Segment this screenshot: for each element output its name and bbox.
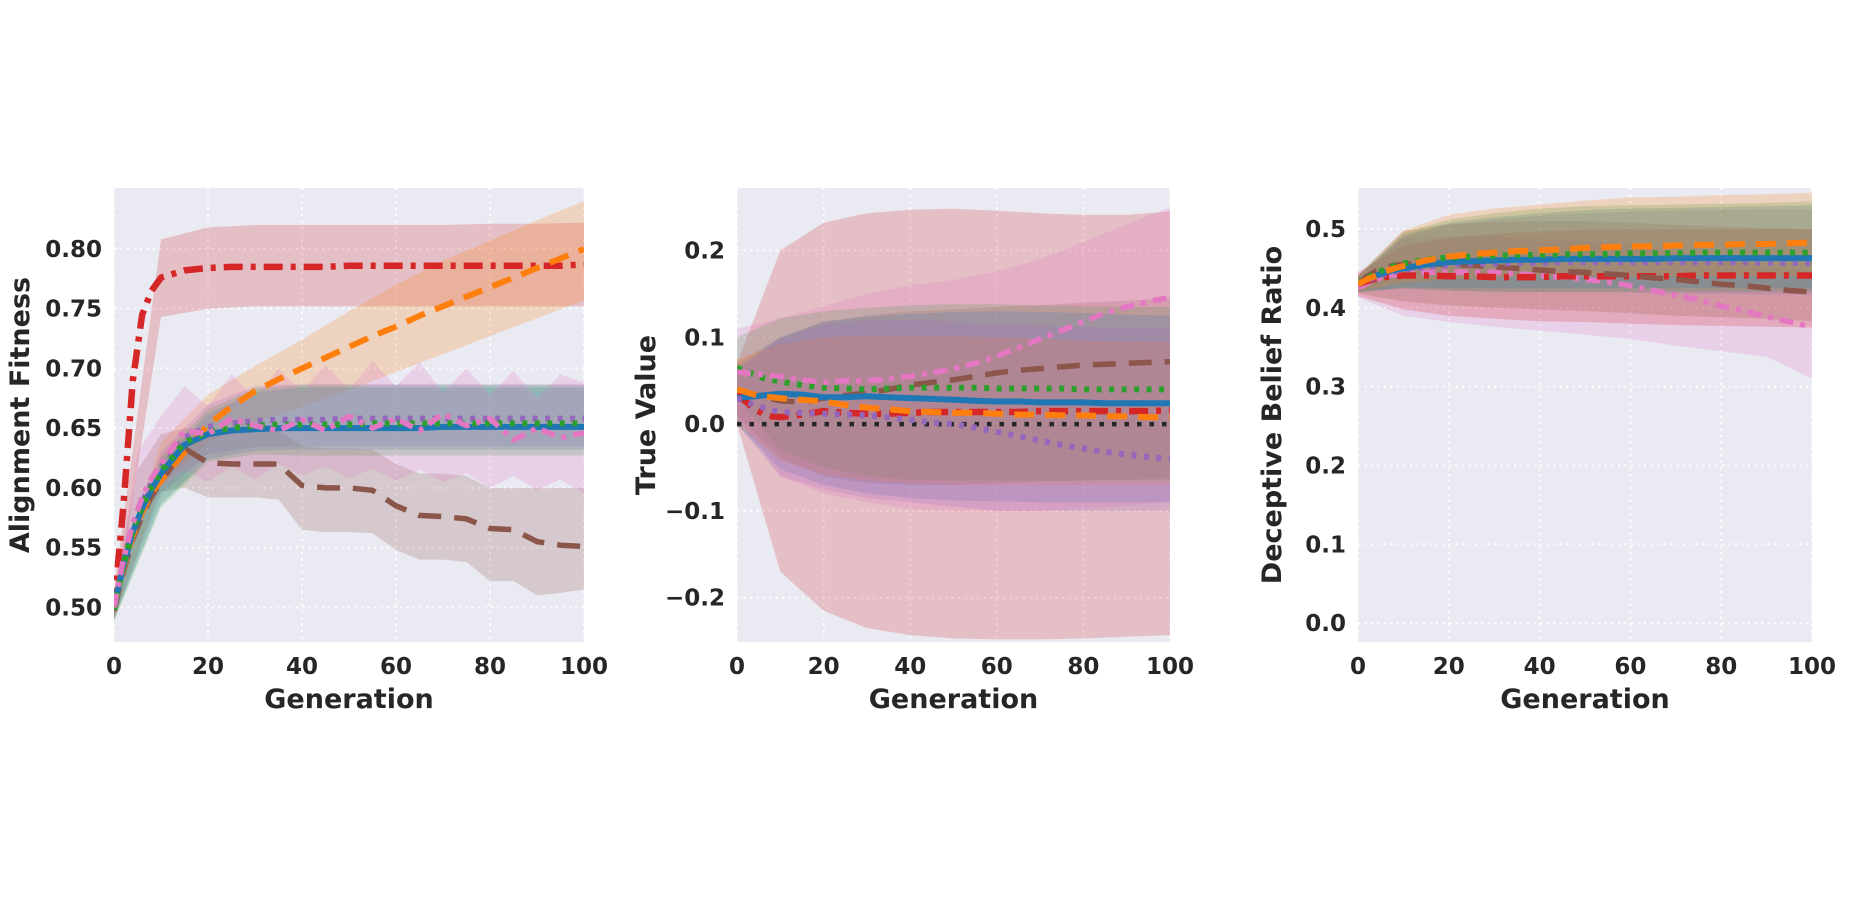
lines bbox=[114, 246, 584, 612]
ytick-label: 0.60 bbox=[45, 476, 102, 502]
xtick-label: 60 bbox=[1614, 654, 1646, 680]
xtick-label: 0 bbox=[106, 654, 122, 680]
xtick-label: 20 bbox=[192, 654, 224, 680]
ytick-label: 0.50 bbox=[45, 595, 102, 621]
band-blue-solid bbox=[737, 311, 1170, 503]
band-purple-dotted bbox=[114, 383, 584, 620]
line-brown-dashed bbox=[114, 445, 584, 612]
panel-true-value: −0.2 −0.1 0.0 0.1 0.2 0 20 40 60 80 100 Generation T… bbox=[631, 188, 1194, 715]
ytick-label: 0.3 bbox=[1305, 375, 1346, 401]
xtick-label: 80 bbox=[474, 654, 506, 680]
line-red-dashdot bbox=[1358, 272, 1812, 288]
line-orange-dashed bbox=[1358, 239, 1812, 287]
band-pink-dashdot bbox=[1358, 236, 1812, 379]
ytick-label: −0.2 bbox=[665, 586, 725, 612]
ytick-label: −0.1 bbox=[665, 499, 725, 525]
line-pink-dashdot bbox=[114, 411, 584, 608]
ytick-label: 0.0 bbox=[684, 412, 725, 438]
ytick-label: 0.2 bbox=[684, 239, 725, 265]
ytick-label: 0.0 bbox=[1305, 611, 1346, 637]
ytick-label: 0.70 bbox=[45, 356, 102, 382]
bands bbox=[114, 201, 584, 622]
xtick-label: 0 bbox=[729, 654, 745, 680]
grid bbox=[113, 188, 585, 642]
lines bbox=[737, 294, 1170, 462]
panel-deceptive-belief-ratio: 0.0 0.1 0.2 0.3 0.4 0.5 0 20 40 60 80 100 Generation… bbox=[1257, 188, 1836, 715]
ytick-label: 0.80 bbox=[45, 237, 102, 263]
ytick-label: 0.65 bbox=[45, 416, 102, 442]
band-green-dotted bbox=[114, 385, 584, 622]
line-orange-dashed bbox=[737, 386, 1170, 421]
xtick-label: 100 bbox=[1788, 654, 1836, 680]
band-blue-solid bbox=[114, 387, 584, 620]
xtick-label: 60 bbox=[380, 654, 412, 680]
xtick-label: 80 bbox=[1705, 654, 1737, 680]
xtick-label: 100 bbox=[1146, 654, 1194, 680]
xtick-label: 40 bbox=[1524, 654, 1556, 680]
xtick-label: 40 bbox=[286, 654, 318, 680]
yaxis-label: Deceptive Belief Ratio bbox=[1257, 246, 1288, 584]
line-pink-dashdot bbox=[1358, 269, 1812, 330]
line-brown-dashed bbox=[737, 358, 1170, 406]
line-orange-dashed bbox=[114, 246, 584, 609]
xaxis-label: Generation bbox=[869, 684, 1038, 715]
xtick-label: 60 bbox=[981, 654, 1013, 680]
xtick-label: 0 bbox=[1350, 654, 1366, 680]
band-green-dotted bbox=[737, 304, 1170, 481]
grid bbox=[736, 188, 1171, 642]
line-red-dashdot bbox=[737, 391, 1170, 421]
ytick-label: 0.1 bbox=[684, 325, 725, 351]
xaxis-label: Generation bbox=[264, 684, 433, 715]
yaxis-label: True Value bbox=[631, 335, 662, 495]
ytick-label: 0.1 bbox=[1305, 532, 1346, 558]
ytick-label: 0.4 bbox=[1305, 296, 1346, 322]
xtick-label: 20 bbox=[1433, 654, 1465, 680]
ytick-label: 0.75 bbox=[45, 297, 102, 323]
ytick-label: 0.5 bbox=[1305, 217, 1346, 243]
panel-alignment-fitness: 0.50 0.55 0.60 0.65 0.70 0.75 0.80 0 20 40 60 80 100… bbox=[5, 188, 608, 715]
line-red-dashdot bbox=[114, 261, 584, 608]
xtick-label: 40 bbox=[894, 654, 926, 680]
xtick-label: 20 bbox=[808, 654, 840, 680]
ytick-label: 0.55 bbox=[45, 536, 102, 562]
xaxis-label: Generation bbox=[1500, 684, 1669, 715]
yaxis-label: Alignment Fitness bbox=[5, 277, 36, 553]
xtick-label: 80 bbox=[1067, 654, 1099, 680]
ytick-label: 0.2 bbox=[1305, 453, 1346, 479]
band-brown-dashed bbox=[114, 428, 584, 620]
band-purple-dotted bbox=[1358, 209, 1812, 295]
band-orange-dashed bbox=[114, 201, 584, 620]
line-pink-dashdot bbox=[737, 294, 1170, 386]
band-brown-dashed bbox=[737, 298, 1170, 485]
lines bbox=[1358, 239, 1812, 330]
band-red-dashdot bbox=[114, 222, 584, 620]
xtick-label: 100 bbox=[560, 654, 608, 680]
band-pink-dashdot bbox=[737, 207, 1170, 511]
line-green-dotted bbox=[737, 364, 1170, 393]
